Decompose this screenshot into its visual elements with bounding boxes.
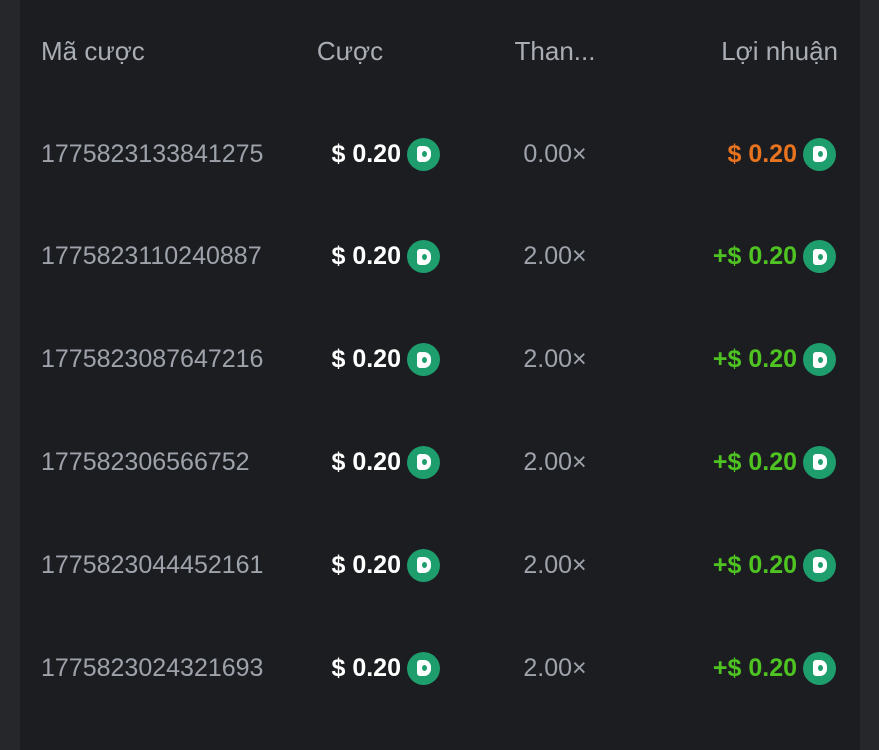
header-profit: Lợi nhuận [721, 35, 838, 66]
table-row[interactable]: 1775823044452161 $ 0.20 2.00× +$ 0.20 [20, 545, 860, 585]
coin-icon [803, 343, 836, 377]
bet-amount: $ 0.20 [300, 134, 440, 174]
bet-id[interactable]: 1775823110240887 [41, 242, 262, 271]
header-multiplier: Than... [514, 35, 596, 66]
coin-icon [407, 651, 440, 685]
profit: +$ 0.20 [640, 442, 836, 482]
bet-id[interactable]: 1775823024321693 [41, 653, 263, 682]
header-bet: Cược [316, 35, 384, 66]
multiplier: 0.00× [523, 139, 587, 168]
multiplier: 2.00× [523, 345, 587, 374]
multiplier: 2.00× [523, 550, 587, 579]
bet-id[interactable]: 1775823133841275 [41, 139, 263, 168]
bet-amount-value: $ 0.20 [331, 447, 401, 476]
bet-amount: $ 0.20 [300, 237, 440, 277]
bet-id[interactable]: 1775823087647216 [41, 345, 263, 374]
coin-icon [803, 548, 836, 582]
profit-value: +$ 0.20 [712, 653, 797, 682]
multiplier: 2.00× [523, 653, 587, 682]
bet-amount: $ 0.20 [300, 545, 440, 585]
table-row[interactable]: 1775823133841275 $ 0.20 0.00× $ 0.20 [20, 134, 860, 174]
bet-amount-value: $ 0.20 [331, 653, 401, 682]
bet-amount-value: $ 0.20 [331, 550, 401, 579]
table-row[interactable]: 1775823087647216 $ 0.20 2.00× +$ 0.20 [20, 340, 860, 380]
coin-icon [407, 445, 440, 479]
bet-id[interactable]: 1775823044452161 [41, 550, 263, 579]
coin-icon [407, 548, 440, 582]
profit: +$ 0.20 [640, 237, 836, 277]
bet-amount-value: $ 0.20 [331, 242, 401, 271]
bet-amount-value: $ 0.20 [331, 345, 401, 374]
coin-icon [407, 240, 440, 274]
profit-value: +$ 0.20 [712, 242, 797, 271]
profit-value: +$ 0.20 [712, 345, 797, 374]
profit: +$ 0.20 [640, 340, 836, 380]
profit-value: +$ 0.20 [712, 550, 797, 579]
table-row[interactable]: 1775823110240887 $ 0.20 2.00× +$ 0.20 [20, 237, 860, 277]
multiplier: 2.00× [523, 447, 587, 476]
coin-icon [803, 651, 836, 685]
coin-icon [803, 240, 836, 274]
profit: +$ 0.20 [640, 648, 836, 688]
bet-amount: $ 0.20 [300, 442, 440, 482]
header-bet-id: Mã cược [41, 35, 145, 66]
bets-table: Mã cược Cược Than... Lợi nhuận 177582313… [20, 0, 860, 750]
multiplier: 2.00× [523, 242, 587, 271]
profit-value: $ 0.20 [727, 139, 797, 168]
profit: $ 0.20 [640, 134, 836, 174]
bet-id[interactable]: 177582306566752 [41, 447, 250, 476]
table-header: Mã cược Cược Than... Lợi nhuận [20, 31, 860, 71]
table-row[interactable]: 1775823024321693 $ 0.20 2.00× +$ 0.20 [20, 648, 860, 688]
bet-amount: $ 0.20 [300, 648, 440, 688]
profit: +$ 0.20 [640, 545, 836, 585]
profit-value: +$ 0.20 [712, 447, 797, 476]
coin-icon [803, 445, 836, 479]
coin-icon [803, 137, 836, 171]
table-row[interactable]: 177582306566752 $ 0.20 2.00× +$ 0.20 [20, 442, 860, 482]
bet-amount-value: $ 0.20 [331, 139, 401, 168]
coin-icon [407, 137, 440, 171]
coin-icon [407, 343, 440, 377]
bet-amount: $ 0.20 [300, 340, 440, 380]
